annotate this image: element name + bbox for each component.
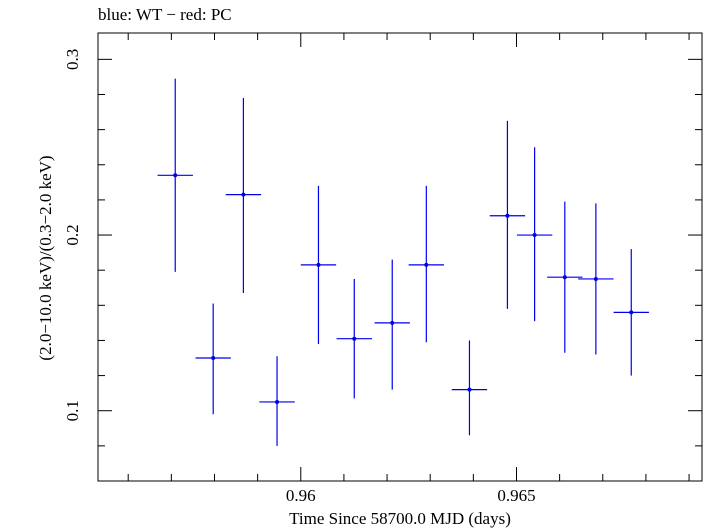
y-tick-label: 0.3 — [63, 49, 82, 70]
x-tick-label: 0.96 — [286, 486, 316, 505]
y-axis-ticks: 0.1 0.2 0.3 — [63, 49, 702, 482]
y-tick-label: 0.1 — [63, 400, 82, 421]
data-point — [241, 192, 246, 197]
x-axis-label: Time Since 58700.0 MJD (days) — [289, 509, 511, 528]
data-point — [211, 356, 216, 361]
x-axis-ticks: 0.96 0.965 — [127, 33, 690, 505]
data-point — [467, 387, 472, 392]
data-point — [275, 399, 280, 404]
y-tick-label: 0.2 — [63, 224, 82, 245]
x-tick-label: 0.965 — [497, 486, 535, 505]
data-point — [505, 213, 510, 218]
data-point — [424, 262, 429, 267]
data-point — [173, 173, 178, 178]
data-point — [352, 336, 357, 341]
data-point — [629, 310, 634, 315]
data-point — [562, 275, 567, 280]
data-point — [593, 276, 598, 281]
chart-title: blue: WT − red: PC — [98, 5, 232, 24]
data-series — [157, 78, 649, 446]
data-point — [390, 320, 395, 325]
data-point — [532, 233, 537, 238]
data-point — [316, 262, 321, 267]
y-axis-label: (2.0−10.0 keV)/(0.3−2.0 keV) — [36, 155, 55, 361]
plot-frame — [97, 32, 703, 482]
